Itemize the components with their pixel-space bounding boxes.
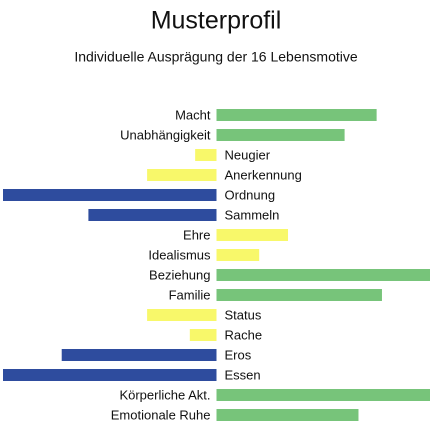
bar <box>3 189 217 201</box>
bar <box>88 209 217 221</box>
bar <box>147 309 217 321</box>
category-label: Ehre <box>183 227 210 242</box>
chart-subtitle: Individuelle Ausprägung der 16 Lebensmot… <box>74 49 358 65</box>
category-label: Rache <box>225 327 263 342</box>
category-label: Körperliche Akt. <box>119 387 210 402</box>
bar <box>3 369 217 381</box>
chart-title: Musterprofil <box>151 7 282 35</box>
bar <box>216 289 382 301</box>
bar <box>147 169 217 181</box>
bar <box>216 249 260 261</box>
bar <box>216 229 289 241</box>
category-label: Macht <box>175 107 211 122</box>
bar <box>216 409 359 421</box>
bar <box>216 129 345 141</box>
category-label: Beziehung <box>149 267 210 282</box>
category-label: Essen <box>225 367 261 382</box>
category-label: Familie <box>169 287 211 302</box>
category-label: Ordnung <box>225 187 276 202</box>
category-label: Eros <box>225 347 252 362</box>
bar <box>189 329 217 341</box>
category-label: Neugier <box>225 147 271 162</box>
category-label: Status <box>225 307 262 322</box>
bar <box>195 149 217 161</box>
category-label: Emotionale Ruhe <box>111 407 211 422</box>
bar <box>216 109 377 121</box>
category-label: Sammeln <box>225 207 280 222</box>
bar <box>216 389 430 401</box>
category-label: Idealismus <box>148 247 211 262</box>
bar <box>61 349 217 361</box>
category-label: Anerkennung <box>225 167 302 182</box>
category-label: Unabhängigkeit <box>120 127 211 142</box>
bar <box>216 269 430 281</box>
